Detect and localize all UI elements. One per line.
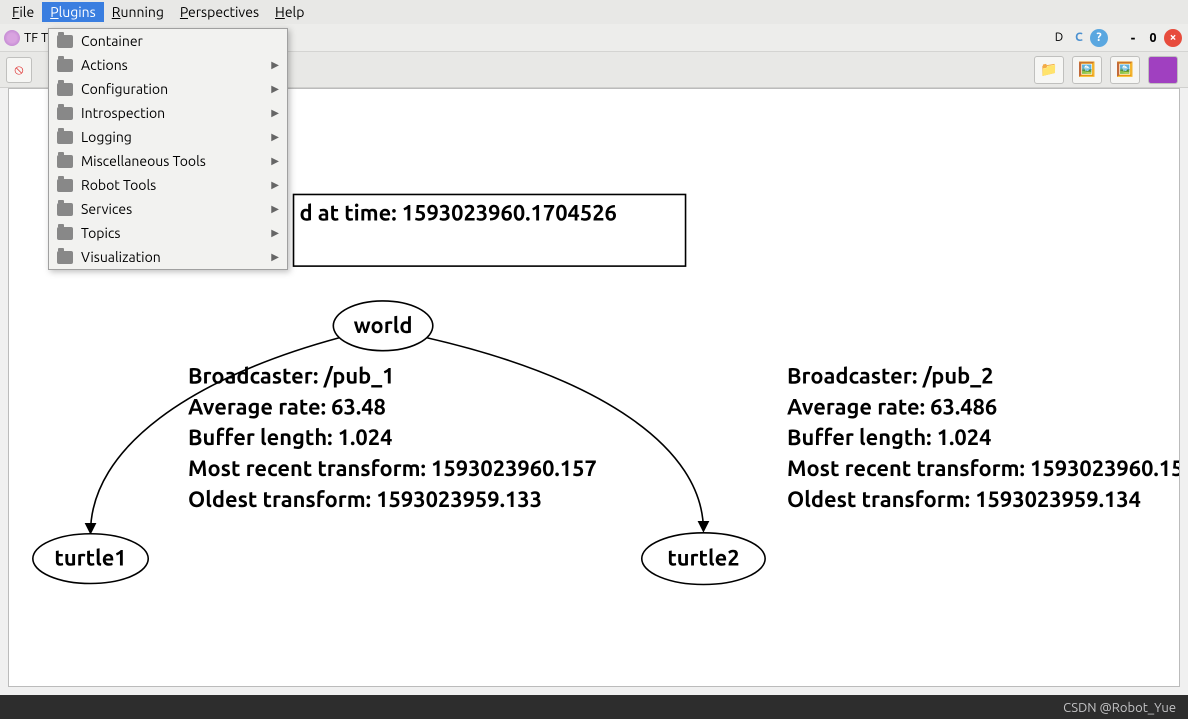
- menuitem-label: Robot Tools: [81, 177, 271, 193]
- menuitem-label: Topics: [81, 225, 271, 241]
- folder-icon: [57, 251, 73, 264]
- menu-perspectives[interactable]: Perspectives: [172, 2, 267, 22]
- folder-icon: [57, 83, 73, 96]
- record-button[interactable]: [1148, 56, 1178, 84]
- chevron-right-icon: ▶: [271, 155, 279, 167]
- edge-1-label-line-4: Oldest transform: 1593023959.134: [787, 488, 1141, 512]
- minimize-icon[interactable]: -: [1124, 29, 1142, 47]
- folder-icon: [57, 227, 73, 240]
- chevron-right-icon: ▶: [271, 59, 279, 71]
- menuitem-label: Introspection: [81, 105, 271, 121]
- menuitem-label: Logging: [81, 129, 271, 145]
- folder-icon: [57, 131, 73, 144]
- window-controls: D C ? - O ×: [1050, 29, 1182, 47]
- edge-0-label-line-2: Buffer length: 1.024: [188, 426, 392, 450]
- close-icon[interactable]: ×: [1164, 29, 1182, 47]
- menuitem-label: Services: [81, 201, 271, 217]
- menuitem-label: Visualization: [81, 249, 271, 265]
- ctrl-c[interactable]: C: [1070, 29, 1088, 47]
- menuitem-miscellaneous-tools[interactable]: Miscellaneous Tools▶: [49, 149, 287, 173]
- menu-help[interactable]: Help: [267, 2, 312, 22]
- menuitem-robot-tools[interactable]: Robot Tools▶: [49, 173, 287, 197]
- chevron-right-icon: ▶: [271, 251, 279, 263]
- edge-0-label-line-4: Oldest transform: 1593023959.133: [188, 488, 542, 512]
- stop-button[interactable]: ⦸: [6, 57, 32, 83]
- edge-0-label-line-0: Broadcaster: /pub_1: [188, 365, 394, 389]
- menu-file[interactable]: File: [4, 2, 42, 22]
- folder-icon: [57, 203, 73, 216]
- tab-label: TF T: [24, 31, 48, 45]
- chevron-right-icon: ▶: [271, 83, 279, 95]
- toolbar-right: 📁 🖼️ 🖼️: [1034, 56, 1182, 84]
- menuitem-topics[interactable]: Topics▶: [49, 221, 287, 245]
- open-folder-button[interactable]: 📁: [1034, 56, 1064, 84]
- image-button-1[interactable]: 🖼️: [1072, 56, 1102, 84]
- chevron-right-icon: ▶: [271, 107, 279, 119]
- ctrl-d[interactable]: D: [1050, 29, 1068, 47]
- folder-icon: [57, 59, 73, 72]
- maximize-icon[interactable]: O: [1144, 29, 1162, 47]
- menuitem-label: Configuration: [81, 81, 271, 97]
- menubar: FilePluginsRunningPerspectivesHelp: [0, 0, 1188, 24]
- folder-icon: [57, 107, 73, 120]
- chevron-right-icon: ▶: [271, 179, 279, 191]
- tf-icon: [4, 30, 20, 46]
- menuitem-label: Container: [81, 33, 279, 49]
- edge-0-label-line-1: Average rate: 63.48: [188, 395, 386, 419]
- menuitem-logging[interactable]: Logging▶: [49, 125, 287, 149]
- image-button-2[interactable]: 🖼️: [1110, 56, 1140, 84]
- folder-icon: [57, 179, 73, 192]
- menu-running[interactable]: Running: [104, 2, 172, 22]
- chevron-right-icon: ▶: [271, 131, 279, 143]
- node-turtle2-label: turtle2: [667, 547, 739, 571]
- menuitem-label: Actions: [81, 57, 271, 73]
- plugins-menu: ContainerActions▶Configuration▶Introspec…: [48, 28, 288, 270]
- app-window: FilePluginsRunningPerspectivesHelp TF T …: [0, 0, 1188, 695]
- menuitem-configuration[interactable]: Configuration▶: [49, 77, 287, 101]
- menuitem-introspection[interactable]: Introspection▶: [49, 101, 287, 125]
- watermark: CSDN @Robot_Yue: [1063, 701, 1176, 715]
- menuitem-actions[interactable]: Actions▶: [49, 53, 287, 77]
- edge-1-label-line-1: Average rate: 63.486: [787, 395, 997, 419]
- menuitem-container[interactable]: Container: [49, 29, 287, 53]
- help-icon[interactable]: ?: [1090, 29, 1108, 47]
- folder-icon: [57, 35, 73, 48]
- edge-0-label-line-3: Most recent transform: 1593023960.157: [188, 457, 597, 481]
- edge-1-label-line-0: Broadcaster: /pub_2: [787, 365, 993, 389]
- chevron-right-icon: ▶: [271, 203, 279, 215]
- node-world-label: world: [354, 314, 413, 338]
- edge-1-label-line-3: Most recent transform: 1593023960.157: [787, 457, 1179, 481]
- menuitem-services[interactable]: Services▶: [49, 197, 287, 221]
- node-turtle1-label: turtle1: [54, 547, 126, 571]
- record-time-text: d at time: 1593023960.1704526: [299, 201, 616, 225]
- menuitem-label: Miscellaneous Tools: [81, 153, 271, 169]
- menuitem-visualization[interactable]: Visualization▶: [49, 245, 287, 269]
- chevron-right-icon: ▶: [271, 227, 279, 239]
- folder-icon: [57, 155, 73, 168]
- edge-1-label-line-2: Buffer length: 1.024: [787, 426, 991, 450]
- menu-plugins[interactable]: Plugins: [42, 2, 104, 22]
